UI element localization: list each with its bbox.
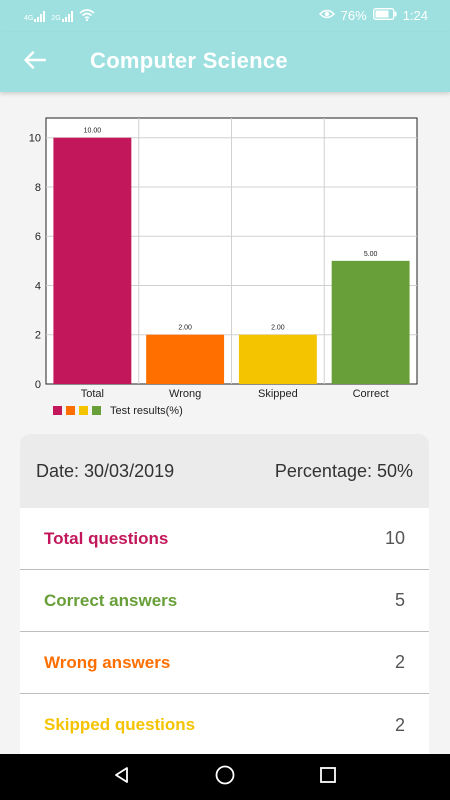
- summary-header: Date: 30/03/2019 Percentage: 50%: [20, 434, 429, 508]
- system-nav-bar: [0, 754, 450, 800]
- nav-back-button[interactable]: [102, 757, 142, 797]
- date-label: Date: 30/03/2019: [36, 460, 175, 481]
- stat-value: 2: [394, 652, 405, 672]
- bar-wrong: [146, 334, 225, 384]
- x-tick-label: Correct: [353, 388, 389, 400]
- legend-swatch: [79, 406, 88, 415]
- battery-percent: 76%: [340, 8, 367, 23]
- status-time: 1:24: [402, 8, 428, 23]
- stat-row-correct: Correct answers 5: [20, 570, 429, 632]
- x-tick-label: Skipped: [258, 388, 298, 400]
- stat-label: Skipped questions: [44, 715, 196, 734]
- results-card: Date: 30/03/2019 Percentage: 50% Total q…: [20, 434, 429, 754]
- y-tick-label: 8: [35, 182, 41, 194]
- stat-label: Total questions: [44, 528, 169, 548]
- stat-row-total: Total questions 10: [20, 508, 429, 570]
- x-tick-label: Wrong: [169, 388, 201, 400]
- stat-row-skipped: Skipped questions 2: [20, 694, 429, 754]
- back-button[interactable]: [18, 46, 52, 78]
- y-tick-label: 10: [29, 133, 41, 145]
- app-bar: Computer Science: [0, 32, 450, 92]
- bar-total: [53, 137, 132, 384]
- signal-icon-2: 2G: [51, 11, 73, 22]
- network-type-1: 4G: [24, 15, 34, 22]
- arrow-left-icon: [24, 50, 47, 74]
- stat-value: 10: [384, 528, 405, 548]
- stat-label: Correct answers: [44, 590, 178, 610]
- stat-label: Wrong answers: [44, 652, 171, 672]
- legend-swatch: [92, 406, 101, 415]
- legend-swatch: [66, 406, 75, 415]
- bar-value-label: 2.00: [178, 325, 192, 332]
- stat-value: 2: [394, 714, 405, 735]
- nav-recents-button[interactable]: [308, 757, 348, 797]
- percentage-label: Percentage: 50%: [274, 460, 413, 481]
- bar-skipped: [238, 334, 317, 384]
- bar-value-label: 5.00: [364, 251, 378, 258]
- y-tick-label: 6: [35, 231, 41, 243]
- stat-value: 5: [394, 590, 405, 610]
- bar-chart-svg: 0 2 4 6 8 10 10.00 Total 2.00 Wrong 2.00 Skipped 5.0…: [29, 117, 418, 417]
- home-circle-icon: [214, 764, 236, 791]
- eye-icon: [318, 8, 335, 23]
- wifi-icon: [79, 9, 95, 24]
- battery-icon: [372, 8, 397, 23]
- legend-swatch: [53, 406, 62, 415]
- bar-correct: [331, 260, 410, 384]
- signal-icon: 4G: [24, 11, 46, 22]
- x-tick-label: Total: [81, 388, 104, 400]
- legend-label: Test results(%): [110, 405, 183, 417]
- back-triangle-icon: [112, 765, 132, 790]
- status-bar: 4G 2G 76% 1:24: [0, 0, 450, 32]
- recents-square-icon: [318, 765, 338, 790]
- bar-value-label: 2.00: [271, 325, 285, 332]
- nav-home-button[interactable]: [205, 757, 245, 797]
- results-chart: 0 2 4 6 8 10 10.00 Total 2.00 Wrong 2.00 Skipped 5.0…: [0, 104, 450, 424]
- stat-row-wrong: Wrong answers 2: [20, 632, 429, 694]
- bar-value-label: 10.00: [84, 128, 102, 135]
- y-tick-label: 2: [35, 330, 41, 342]
- page-title: Computer Science: [90, 48, 288, 73]
- network-type-2: 2G: [51, 15, 61, 22]
- y-tick-label: 0: [35, 379, 41, 391]
- y-tick-label: 4: [35, 280, 41, 292]
